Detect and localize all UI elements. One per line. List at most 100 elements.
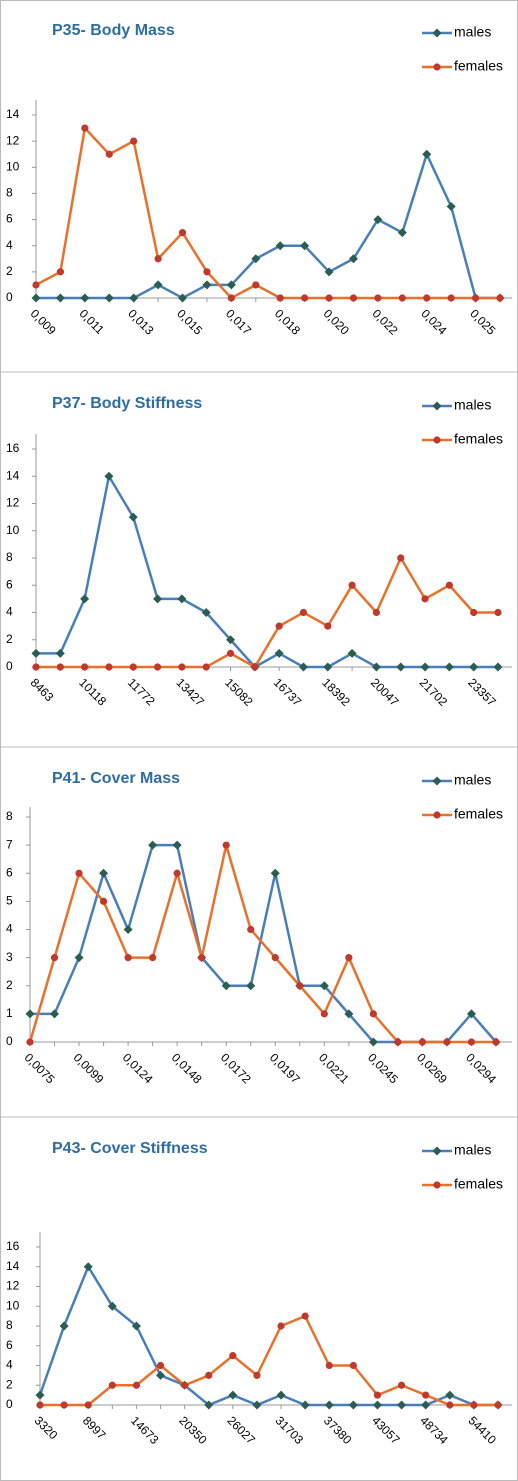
data-point bbox=[226, 280, 236, 290]
data-point bbox=[247, 925, 255, 934]
y-tick-label: 4 bbox=[6, 605, 13, 619]
y-tick-label: 4 bbox=[6, 1358, 13, 1372]
legend-marker bbox=[432, 401, 442, 411]
data-point bbox=[445, 1390, 455, 1400]
y-tick-label: 2 bbox=[6, 1377, 13, 1391]
data-point bbox=[228, 1390, 238, 1400]
data-point bbox=[372, 1400, 382, 1410]
legend-label: females bbox=[454, 1176, 503, 1192]
data-point bbox=[324, 622, 332, 630]
data-point bbox=[398, 294, 406, 302]
data-point bbox=[300, 241, 310, 251]
chart-title: P35- Body Mass bbox=[52, 22, 175, 39]
data-point bbox=[222, 841, 230, 849]
data-point bbox=[173, 869, 181, 877]
y-tick-label: 14 bbox=[6, 1259, 20, 1273]
data-point bbox=[84, 1401, 92, 1409]
data-point bbox=[80, 293, 90, 303]
y-tick-label: 0 bbox=[6, 290, 13, 304]
series-line bbox=[35, 125, 500, 300]
data-point bbox=[275, 622, 283, 630]
data-point bbox=[421, 595, 429, 603]
y-tick-label: 8 bbox=[6, 186, 13, 200]
y-tick-label: 14 bbox=[6, 468, 20, 482]
chart-title: P37- Body Stiffness bbox=[52, 395, 202, 412]
y-tick-label: 3 bbox=[6, 950, 13, 964]
y-tick-label: 6 bbox=[6, 1338, 13, 1352]
data-point bbox=[149, 954, 157, 962]
legend-marker bbox=[433, 1181, 441, 1189]
y-tick-label: 10 bbox=[6, 523, 20, 537]
y-tick-label: 4 bbox=[6, 922, 13, 936]
data-point bbox=[202, 663, 210, 671]
data-point bbox=[154, 255, 162, 263]
data-point bbox=[124, 954, 132, 962]
data-point bbox=[205, 1371, 213, 1379]
data-point bbox=[227, 294, 235, 302]
series-line bbox=[40, 1314, 498, 1407]
legend-marker bbox=[432, 28, 442, 38]
y-tick-label: 14 bbox=[6, 107, 20, 121]
data-point bbox=[494, 1401, 502, 1409]
legend-marker bbox=[432, 776, 442, 786]
data-point bbox=[296, 982, 304, 990]
data-point bbox=[132, 1381, 141, 1389]
data-point bbox=[181, 1381, 189, 1389]
legend-label: females bbox=[454, 806, 503, 822]
data-point bbox=[178, 293, 188, 303]
data-point bbox=[226, 635, 236, 645]
data-point bbox=[422, 1391, 430, 1399]
series-line bbox=[28, 844, 496, 1044]
series-line bbox=[36, 555, 498, 669]
legend-label: males bbox=[454, 1142, 491, 1158]
data-point bbox=[172, 840, 182, 850]
data-point bbox=[301, 1312, 309, 1320]
data-point bbox=[123, 925, 133, 934]
data-point bbox=[492, 1038, 500, 1046]
data-point bbox=[319, 981, 329, 991]
data-point bbox=[371, 662, 381, 672]
data-point bbox=[99, 868, 109, 878]
data-point bbox=[345, 954, 353, 962]
y-tick-label: 12 bbox=[6, 1279, 20, 1293]
y-tick-label: 8 bbox=[6, 1318, 13, 1332]
data-point bbox=[277, 1322, 285, 1330]
data-point bbox=[348, 254, 358, 264]
data-point bbox=[418, 1038, 427, 1046]
y-tick-label: 2 bbox=[6, 978, 13, 992]
y-tick-label: 6 bbox=[6, 212, 13, 226]
data-point bbox=[271, 954, 279, 962]
data-point bbox=[471, 294, 480, 302]
data-point bbox=[299, 608, 308, 617]
data-point bbox=[275, 241, 285, 251]
data-point bbox=[324, 1400, 334, 1410]
data-point bbox=[221, 981, 231, 991]
data-point bbox=[469, 662, 479, 672]
data-point bbox=[104, 471, 114, 481]
data-point bbox=[348, 581, 356, 589]
data-point bbox=[251, 254, 261, 264]
y-tick-label: 0 bbox=[6, 1397, 13, 1411]
data-point bbox=[446, 202, 456, 211]
data-point bbox=[178, 663, 186, 671]
legend-marker bbox=[433, 811, 441, 819]
legend-marker bbox=[432, 1146, 442, 1156]
data-point bbox=[153, 594, 163, 604]
data-point bbox=[325, 1361, 333, 1370]
data-point bbox=[178, 229, 187, 237]
data-point bbox=[466, 1009, 476, 1019]
y-tick-label: 10 bbox=[6, 159, 20, 173]
data-point bbox=[467, 1038, 476, 1046]
data-point bbox=[324, 267, 334, 277]
y-tick-label: 0 bbox=[6, 659, 13, 673]
y-tick-label: 8 bbox=[6, 809, 13, 823]
y-tick-label: 12 bbox=[6, 133, 20, 147]
data-point bbox=[74, 953, 84, 963]
data-point bbox=[56, 663, 64, 671]
data-point bbox=[374, 294, 382, 302]
data-point bbox=[32, 663, 40, 671]
y-tick-label: 16 bbox=[6, 441, 20, 455]
data-point bbox=[226, 649, 235, 657]
legend-label: females bbox=[454, 431, 503, 447]
data-point bbox=[104, 293, 114, 303]
